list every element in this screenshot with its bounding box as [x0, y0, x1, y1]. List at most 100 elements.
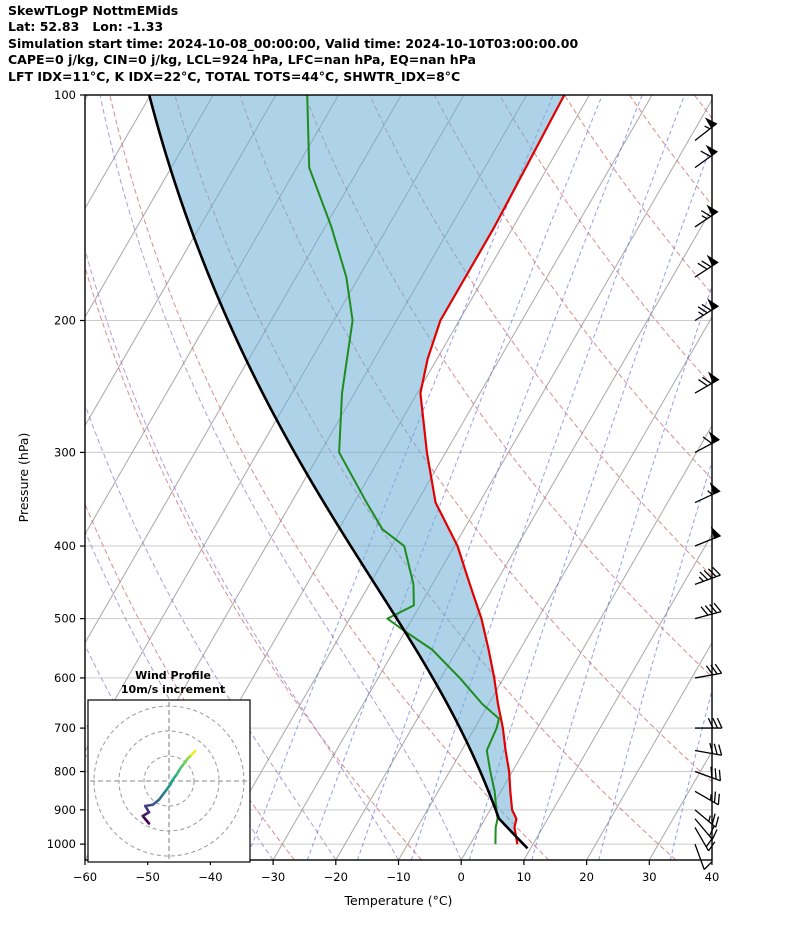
- wind-barb: [694, 298, 720, 322]
- barb-full-feather: [702, 436, 713, 445]
- barb-full-feather: [711, 829, 718, 840]
- time-line: Simulation start time: 2024-10-08_00:00:…: [8, 35, 579, 51]
- parcel-env-shading: [149, 95, 565, 836]
- barb-full-feather: [702, 376, 712, 385]
- cape-cin-line: CAPE=0 j/kg, CIN=0 j/kg, LCL=924 hPa, LF…: [8, 52, 476, 68]
- isotherm-line: [85, 95, 214, 319]
- wind-barb: [694, 204, 719, 228]
- isotherm-line: [711, 859, 712, 860]
- wind-barb: [694, 117, 718, 141]
- isotherm-line: [272, 98, 712, 860]
- wind-barb: [694, 254, 719, 278]
- barb-full-feather: [718, 769, 722, 781]
- wind-barb: [695, 717, 723, 729]
- isotherm-line: [523, 533, 712, 860]
- barb-full-feather: [698, 379, 708, 387]
- barb-half-feather: [698, 311, 704, 316]
- moist-adiabat-line: [99, 95, 462, 860]
- barb-pennant: [707, 298, 720, 311]
- barb-full-feather: [697, 262, 708, 270]
- x-tick-label: 0: [458, 870, 465, 884]
- barb-full-feather: [703, 569, 713, 579]
- indices-line: LFT IDX=11°C, K IDX=22°C, TOTAL TOTS=44°…: [8, 68, 461, 84]
- barb-full-feather: [700, 210, 712, 217]
- mixing-ratio-line: [669, 688, 712, 860]
- barb-full-feather: [716, 717, 723, 729]
- y-tick-label: 400: [54, 539, 76, 553]
- barb-full-feather: [701, 303, 712, 311]
- barb-full-feather: [714, 768, 717, 780]
- y-axis-label: Pressure (hPa): [16, 433, 31, 523]
- barb-full-feather: [701, 260, 712, 268]
- barb-full-feather: [718, 744, 723, 756]
- y-tick-label: 800: [54, 765, 76, 779]
- mixing-ratio-line: [306, 95, 603, 860]
- y-tick-label: 700: [54, 721, 76, 735]
- x-tick-label: −30: [261, 870, 285, 884]
- wind-barb: [694, 742, 723, 756]
- barb-full-feather: [707, 568, 717, 578]
- wind-barb: [694, 809, 720, 828]
- barb-full-feather: [710, 766, 713, 778]
- barb-full-feather: [704, 605, 713, 615]
- barb-pennant: [710, 526, 722, 540]
- x-tick-label: 30: [642, 870, 657, 884]
- barb-half-feather: [707, 490, 713, 496]
- x-tick-label: 40: [705, 870, 720, 884]
- isotherm-line: [85, 95, 89, 101]
- barb-full-feather: [712, 717, 719, 729]
- barb-full-feather: [713, 602, 722, 613]
- dewpoint-curve: [306, 95, 500, 845]
- dry-adiabat-line: [85, 502, 295, 860]
- x-tick-label: −60: [73, 870, 97, 884]
- wind-barb: [694, 371, 720, 394]
- y-tick-label: 900: [54, 803, 76, 817]
- barb-full-feather: [713, 743, 718, 755]
- moist-adiabat-line: [85, 247, 399, 860]
- wind-barb: [694, 482, 721, 504]
- barb-full-feather: [699, 571, 709, 581]
- wind-barb: [694, 818, 718, 840]
- barb-half-feather: [698, 576, 704, 582]
- x-tick-label: −40: [198, 870, 222, 884]
- x-tick-label: −50: [136, 870, 160, 884]
- mixing-ratio-line: [356, 95, 643, 860]
- moist-adiabat-line: [85, 644, 211, 860]
- barb-pennant: [705, 144, 718, 157]
- barb-pennant: [704, 117, 718, 129]
- wind-barb: [694, 790, 720, 806]
- dry-adiabat-line: [499, 95, 712, 386]
- wind-barb: [694, 663, 723, 679]
- wind-barb: [694, 431, 720, 453]
- moist-adiabat-line: [85, 859, 86, 860]
- barb-pennant: [706, 204, 719, 217]
- isotherm-line: [460, 424, 712, 860]
- x-tick-label: −10: [386, 870, 410, 884]
- barb-full-feather: [717, 793, 720, 805]
- hodograph-trace-segment: [190, 749, 197, 757]
- x-tick-label: −20: [324, 870, 348, 884]
- dry-adiabat-line: [564, 95, 712, 295]
- barb-pennant: [707, 371, 720, 384]
- dry-adiabat-line: [304, 95, 712, 678]
- chart-title: SkewTLogP NottmEMids: [8, 3, 179, 18]
- hodograph-trace-segment: [151, 798, 161, 807]
- barb-full-feather: [707, 717, 714, 729]
- barb-full-feather: [711, 813, 716, 825]
- barb-half-feather: [709, 794, 712, 801]
- mixing-ratio-line: [531, 284, 712, 860]
- x-axis-label: Temperature (°C): [344, 893, 453, 908]
- parcel-curve: [147, 95, 529, 850]
- moist-adiabat-line: [85, 403, 337, 860]
- y-tick-label: 500: [54, 612, 76, 626]
- y-tick-label: 1000: [47, 837, 76, 851]
- mixing-ratio-line: [468, 142, 712, 860]
- barb-half-feather: [708, 815, 711, 822]
- hodograph-trace-segment: [141, 814, 151, 825]
- barb-full-feather: [697, 306, 708, 314]
- barb-full-feather: [703, 861, 713, 870]
- barb-full-feather: [712, 566, 721, 576]
- hodograph-title: Wind Profile: [135, 669, 211, 682]
